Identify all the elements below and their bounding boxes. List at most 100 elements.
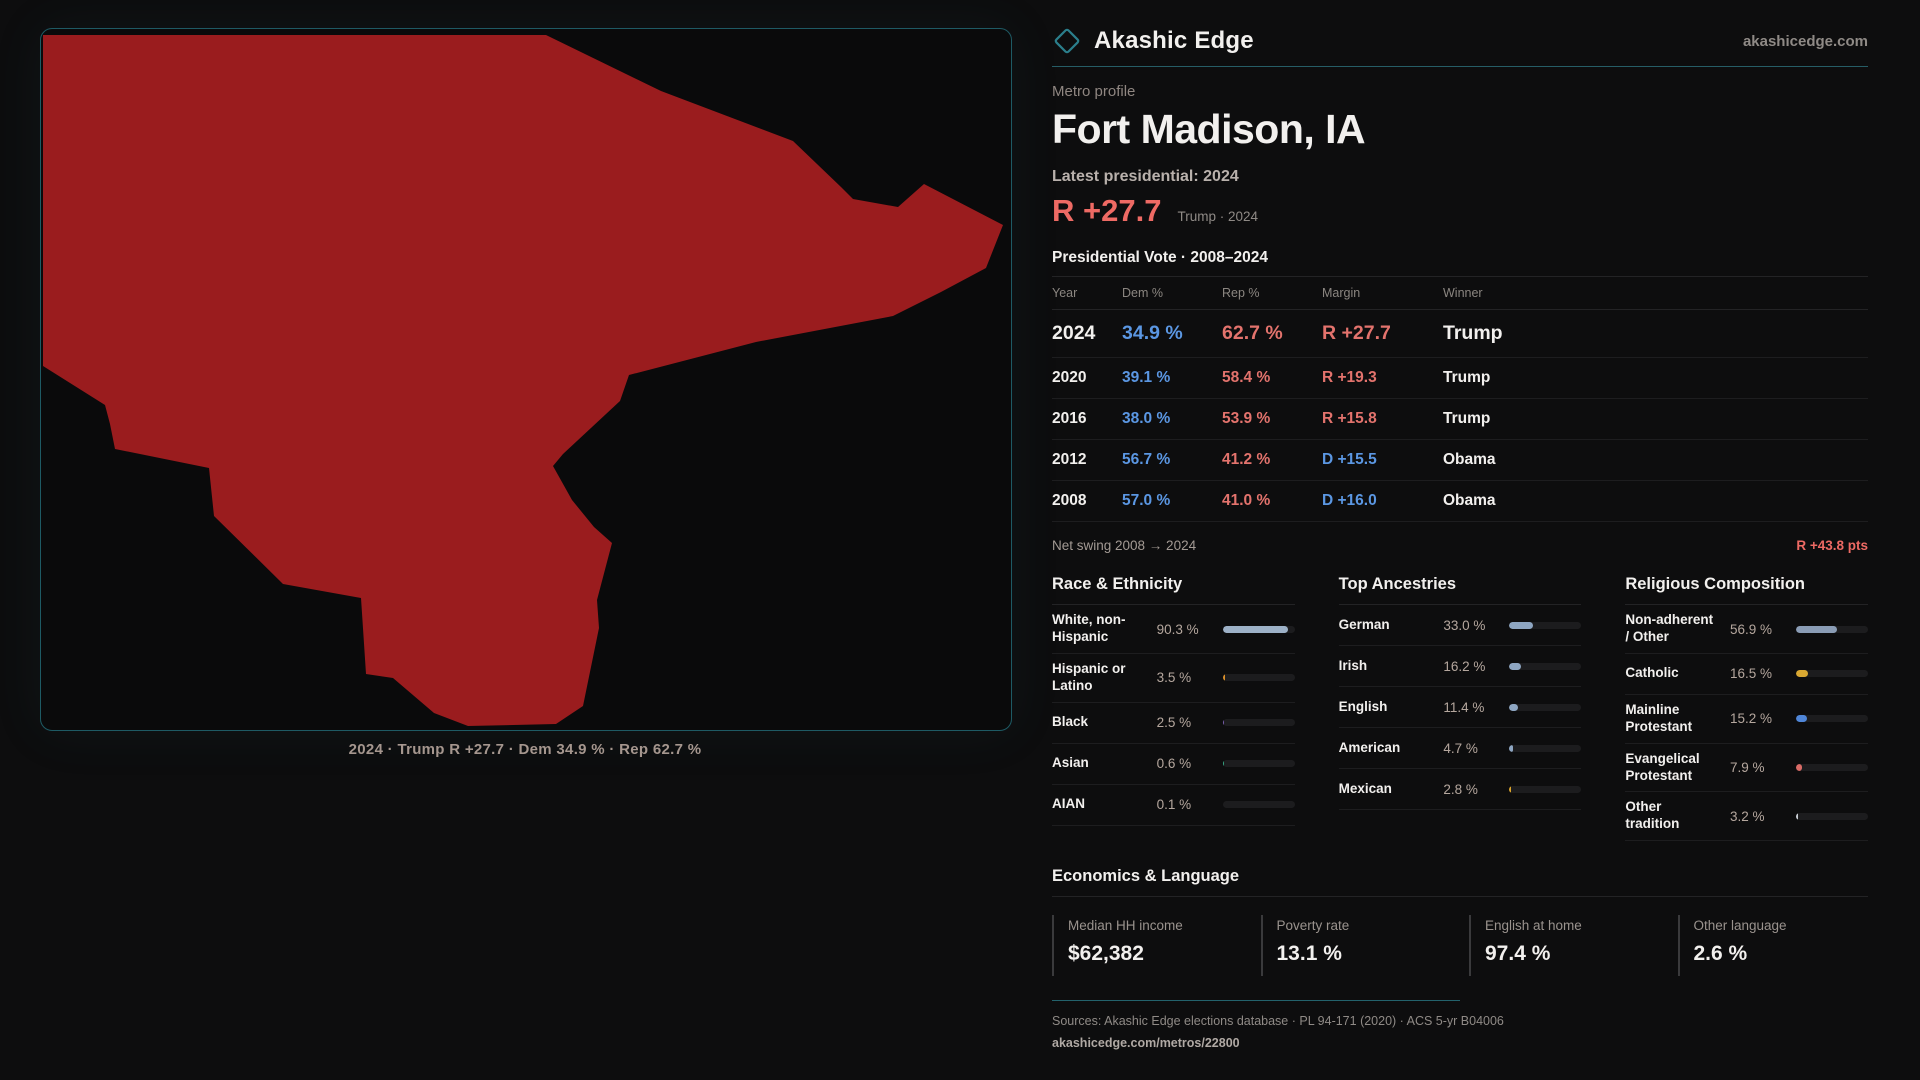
row-label: Asian xyxy=(1052,755,1089,771)
stat-label: Other language xyxy=(1693,918,1787,934)
bar-fill xyxy=(1796,812,1799,820)
list-item: German 33.0 % xyxy=(1338,605,1582,647)
profile-kicker: Metro profile xyxy=(1052,83,1136,100)
footer-divider xyxy=(1052,1000,1460,1002)
bar-fill xyxy=(1509,662,1521,670)
bar-track xyxy=(1222,719,1295,727)
rep-cell: 58.4 % xyxy=(1222,369,1271,387)
row-value: 16.5 % xyxy=(1730,666,1773,682)
table-row: 2020 39.1 % 58.4 % R +19.3 Trump xyxy=(1052,358,1868,400)
stat-other-language: Other language 2.6 % xyxy=(1677,915,1869,977)
county-map-panel xyxy=(40,28,1012,731)
margin-cell: D +15.5 xyxy=(1322,451,1377,469)
bar-track xyxy=(1796,625,1868,633)
page-title: Fort Madison, IA xyxy=(1052,106,1366,152)
list-item: Other tradition 3.2 % xyxy=(1625,792,1868,842)
dem-cell: 57.0 % xyxy=(1122,492,1171,510)
stat-label: Poverty rate xyxy=(1276,918,1350,934)
brand-name: Akashic Edge xyxy=(1094,27,1254,54)
row-label: American xyxy=(1338,739,1401,755)
rep-cell: 53.9 % xyxy=(1222,410,1271,428)
rep-cell: 41.2 % xyxy=(1222,451,1271,469)
list-item: English 11.4 % xyxy=(1338,687,1582,729)
county-map xyxy=(43,35,1003,726)
stat-value: 97.4 % xyxy=(1485,942,1551,966)
list-item: Mainline Protestant 15.2 % xyxy=(1625,695,1868,744)
year-cell: 2024 xyxy=(1052,322,1096,345)
list-item: Irish 16.2 % xyxy=(1338,646,1582,688)
headline-margin-note: Trump · 2024 xyxy=(1177,209,1258,225)
row-label: Black xyxy=(1052,714,1089,730)
vote-table-header: Year Dem % Rep % Margin Winner xyxy=(1052,277,1868,311)
stat-value: $62,382 xyxy=(1068,942,1144,966)
bar-track xyxy=(1796,670,1868,678)
margin-cell: D +16.0 xyxy=(1322,492,1377,510)
col-dem: Dem % xyxy=(1122,286,1163,301)
dem-cell: 34.9 % xyxy=(1122,322,1183,345)
stat-label: English at home xyxy=(1485,918,1582,934)
vote-table-title: Presidential Vote · 2008–2024 xyxy=(1052,249,1868,278)
row-value: 3.2 % xyxy=(1730,808,1765,824)
bar-fill xyxy=(1509,621,1534,629)
net-swing-row: Net swing 2008 → 2024 R +43.8 pts xyxy=(1052,538,1868,553)
row-label: Hispanic or Latino xyxy=(1052,660,1126,693)
row-label: Catholic xyxy=(1625,665,1679,681)
net-swing-value: R +43.8 pts xyxy=(1796,538,1868,554)
bar-track xyxy=(1222,625,1295,633)
headline-margin-value: R +27.7 xyxy=(1052,193,1162,229)
col-rep: Rep % xyxy=(1222,286,1260,301)
list-item: Mexican 2.8 % xyxy=(1338,769,1582,811)
list-item: Hispanic or Latino 3.5 % xyxy=(1052,654,1295,703)
bar-track xyxy=(1509,662,1582,670)
list-item: Asian 0.6 % xyxy=(1052,744,1295,785)
bar-track xyxy=(1509,744,1582,752)
economics-title: Economics & Language xyxy=(1052,867,1868,898)
stat-value: 13.1 % xyxy=(1276,942,1342,966)
row-label: Irish xyxy=(1338,657,1368,673)
row-value: 11.4 % xyxy=(1443,699,1485,715)
section-top-ancestries: Top Ancestries German 33.0 % Irish 16.2 … xyxy=(1338,575,1582,811)
table-row: 2024 34.9 % 62.7 % R +27.7 Trump xyxy=(1052,310,1868,359)
stat-median-hh-income: Median HH income $62,382 xyxy=(1052,915,1243,977)
section-religious-composition: Religious Composition Non-adherent / Oth… xyxy=(1625,575,1868,842)
col-margin: Margin xyxy=(1322,286,1361,301)
winner-cell: Obama xyxy=(1443,492,1496,510)
table-row: 2012 56.7 % 41.2 % D +15.5 Obama xyxy=(1052,440,1868,482)
row-label: Mainline Protestant xyxy=(1625,701,1693,734)
rep-cell: 62.7 % xyxy=(1222,322,1283,345)
site-header: Akashic Edge akashicedge.com xyxy=(1052,26,1868,67)
county-shape xyxy=(43,35,1003,726)
row-value: 0.6 % xyxy=(1156,756,1192,772)
row-label: German xyxy=(1338,616,1390,632)
sources-line: Sources: Akashic Edge elections database… xyxy=(1052,1014,1504,1029)
bar-track xyxy=(1509,703,1582,711)
economics-stats: Median HH income $62,382 Poverty rate 13… xyxy=(1052,915,1869,977)
winner-cell: Trump xyxy=(1443,322,1503,345)
dem-cell: 56.7 % xyxy=(1122,451,1171,469)
bar-track xyxy=(1222,801,1295,809)
row-label: English xyxy=(1338,698,1388,714)
bar-track xyxy=(1509,785,1582,793)
row-value: 3.5 % xyxy=(1156,670,1192,686)
demographic-sections: Race & Ethnicity White, non-Hispanic 90.… xyxy=(1052,575,1868,842)
bar-fill xyxy=(1222,719,1225,727)
margin-cell: R +15.8 xyxy=(1322,410,1377,428)
dem-cell: 38.0 % xyxy=(1122,410,1171,428)
section-race-ethnicity: Race & Ethnicity White, non-Hispanic 90.… xyxy=(1052,575,1295,826)
rep-cell: 41.0 % xyxy=(1222,492,1271,510)
bar-fill xyxy=(1509,785,1512,793)
row-value: 90.3 % xyxy=(1156,621,1199,637)
list-item: Black 2.5 % xyxy=(1052,703,1295,744)
row-value: 56.9 % xyxy=(1730,621,1773,637)
row-label: Non-adherent / Other xyxy=(1625,612,1714,645)
winner-cell: Obama xyxy=(1443,451,1496,469)
row-label: Mexican xyxy=(1338,780,1392,796)
section-title: Race & Ethnicity xyxy=(1052,575,1295,606)
year-cell: 2012 xyxy=(1052,451,1087,469)
section-title: Top Ancestries xyxy=(1338,575,1582,606)
bar-track xyxy=(1222,674,1295,682)
row-value: 7.9 % xyxy=(1730,760,1765,776)
bar-fill xyxy=(1222,674,1226,682)
bar-fill xyxy=(1796,715,1807,723)
bar-fill xyxy=(1796,625,1837,633)
